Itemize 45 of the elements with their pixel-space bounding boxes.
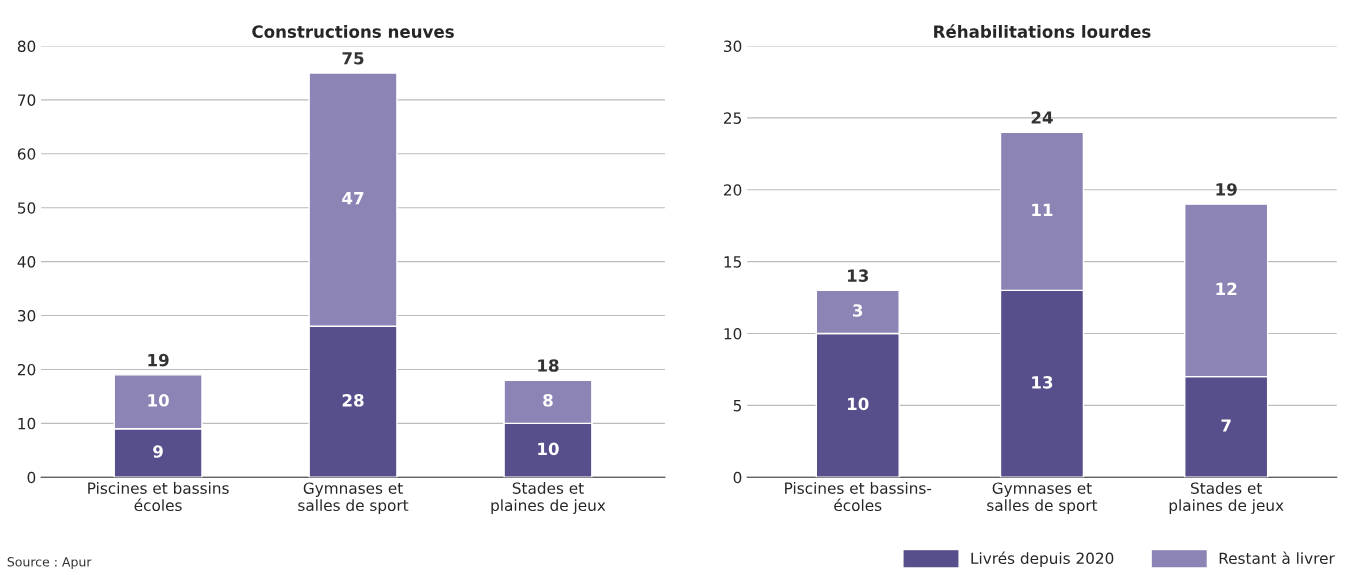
data-label: 3 [853,304,863,317]
y-tick-label: 15 [724,256,741,268]
x-tick-label: Gymnases et salles de sport [987,482,1098,514]
y-tick-label: 20 [17,363,36,376]
y-tick-label: 0 [733,471,742,484]
x-tick-label: Gymnases et salles de sport [298,482,409,514]
data-label: 10 [538,442,559,456]
y-tick-label: 10 [724,327,742,340]
data-label: 7 [1221,419,1231,432]
y-tick-label: 20 [724,184,742,196]
total-label: 13 [848,269,868,282]
chart-title: Constructions neuves [252,25,454,38]
y-tick-label: 0 [27,471,36,484]
data-label: 28 [342,394,364,407]
y-tick-label: 10 [18,417,36,430]
total-label: 19 [148,353,169,367]
total-label: 19 [1216,183,1237,196]
source-note: Source : Apur [7,557,92,569]
x-tick-label: Stades et plaines de jeux [1169,482,1284,514]
total-label: 75 [342,52,364,65]
data-label: 10 [148,394,169,407]
y-tick-label: 60 [17,148,36,160]
data-label: 13 [1032,376,1053,389]
total-label: 18 [538,359,559,372]
data-label: 10 [848,397,869,411]
y-tick-label: 25 [724,112,741,124]
chart-title: Réhabilitations lourdes [934,24,1151,38]
data-label: 9 [153,445,163,458]
x-tick-label: Piscines et bassins écoles [88,482,229,512]
y-tick-label: 40 [17,256,36,268]
total-label: 24 [1031,111,1053,124]
legend-label: Livrés depuis 2020 [971,551,1114,567]
x-tick-label: Stades et plaines de jeux [491,482,606,514]
data-label: 11 [1032,203,1053,216]
y-tick-label: 30 [17,310,36,322]
y-tick-label: 5 [733,400,741,412]
y-tick-label: 80 [17,40,36,53]
data-label: 47 [342,192,364,205]
data-label: 8 [543,394,553,407]
x-tick-label: Piscines et bassins- écoles [785,482,932,512]
y-tick-label: 50 [18,202,36,214]
data-label: 12 [1216,282,1237,295]
legend-label: Restant à livrer [1219,551,1335,565]
y-tick-label: 30 [724,40,742,53]
y-tick-label: 70 [18,94,36,106]
